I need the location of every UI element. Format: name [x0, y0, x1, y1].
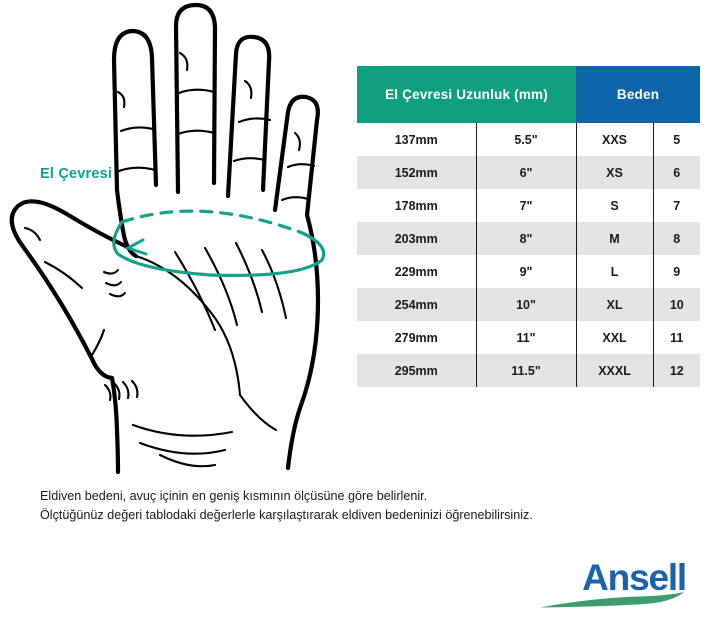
cell-inch: 5.5" [476, 123, 577, 156]
table-row: 229mm 9" L 9 [357, 255, 701, 288]
cell-mm: 279mm [357, 321, 477, 354]
wrist-crease-2 [138, 441, 227, 455]
web-hatch-1 [102, 268, 120, 275]
cell-mm: 229mm [357, 255, 477, 288]
wrist-crease-3 [158, 453, 217, 468]
measure-ellipse-front-solid [112, 220, 326, 277]
cell-letter-size: XS [576, 156, 654, 189]
cell-letter-size: S [576, 189, 654, 222]
measure-ellipse-back-dashed [120, 209, 302, 234]
ansell-wordmark: Ansell [582, 557, 687, 598]
table-row: 137mm 5.5" XXS 5 [357, 123, 701, 156]
cell-mm: 152mm [357, 156, 477, 189]
palm-crease-thenar [134, 254, 242, 397]
hand-circumference-label: El Çevresi [40, 166, 113, 182]
cell-mm: 137mm [357, 123, 477, 156]
cell-letter-size: XXL [576, 321, 654, 354]
crease-little-1 [286, 163, 316, 169]
cell-letter-size: XXXL [576, 354, 654, 387]
crease-thumb-1 [43, 260, 84, 290]
table-header: El Çevresi Uzunluk (mm) Beden [357, 66, 701, 123]
finger-ring-outline [225, 34, 272, 199]
cell-numeric-size: 5 [653, 123, 701, 156]
cell-mm: 203mm [357, 222, 477, 255]
cell-mm: 254mm [357, 288, 477, 321]
crease-middle-tip [178, 51, 189, 72]
table-row: 254mm 10" XL 10 [357, 288, 701, 321]
wrist-edge-left [109, 375, 121, 475]
palm-edge-right [285, 212, 321, 471]
ansell-swoosh-icon [540, 592, 684, 608]
ansell-logo: Ansell [536, 557, 687, 610]
hypothenar-hatch-3 [121, 380, 130, 400]
table-row: 279mm 11" XXL 11 [357, 321, 701, 354]
palm-edge-left [114, 187, 139, 259]
crease-thumb-2 [90, 328, 106, 357]
hand-drawing-svg [9, 2, 326, 475]
hypothenar-hatch-2 [112, 381, 121, 401]
palm-crease-d [260, 248, 288, 320]
cell-letter-size: XL [576, 288, 654, 321]
crease-index-tip [116, 90, 126, 109]
table-row: 203mm 8" M 8 [357, 222, 701, 255]
web-hatch-2 [104, 280, 123, 287]
table-row: 152mm 6" XS 6 [357, 156, 701, 189]
cell-numeric-size: 9 [653, 255, 701, 288]
cell-inch: 10" [476, 288, 577, 321]
cell-numeric-size: 8 [653, 222, 701, 255]
cell-numeric-size: 6 [653, 156, 701, 189]
web-hatch-3 [108, 291, 127, 298]
hand-illustration: El Çevresi [0, 0, 350, 480]
header-size: Beden [576, 66, 701, 123]
crease-little-2 [280, 196, 310, 202]
cell-inch: 8" [476, 222, 577, 255]
cell-inch: 11" [476, 321, 577, 354]
crease-ring-tip [243, 79, 253, 100]
crease-middle-2 [176, 129, 216, 136]
cell-inch: 6" [476, 156, 577, 189]
table-row: 178mm 7" S 7 [357, 189, 701, 222]
cell-inch: 7" [476, 189, 577, 222]
footer-line-1: Eldiven bedeni, avuç içinin en geniş kıs… [40, 489, 428, 503]
cell-inch: 9" [476, 255, 577, 288]
crease-middle-1 [177, 88, 216, 95]
thumb-outline [9, 199, 133, 381]
glove-size-table: El Çevresi Uzunluk (mm) Beden 137mm 5.5" X… [357, 66, 701, 387]
cell-numeric-size: 10 [653, 288, 701, 321]
header-row: El Çevresi Uzunluk (mm) Beden [357, 66, 701, 123]
crease-index-2 [117, 166, 157, 173]
finger-little-outline [272, 94, 320, 218]
crease-ring-1 [237, 117, 272, 124]
finger-index-outline [111, 28, 159, 193]
cell-mm: 178mm [357, 189, 477, 222]
cell-inch: 11.5" [476, 354, 577, 387]
cell-numeric-size: 12 [653, 354, 701, 387]
cell-letter-size: L [576, 255, 654, 288]
wrist-crease-1 [131, 423, 234, 437]
cell-letter-size: M [576, 222, 654, 255]
crease-ring-2 [232, 157, 267, 163]
measure-arrow-head [124, 238, 148, 256]
table-body: 137mm 5.5" XXS 5 152mm 6" XS 6 178mm 7" S 7 203mm 8" M… [357, 123, 701, 387]
cell-letter-size: XXS [576, 123, 654, 156]
crease-little-tip [293, 131, 301, 152]
palm-crease-c [234, 241, 264, 314]
sizes-table: El Çevresi Uzunluk (mm) Beden 137mm 5.5" X… [357, 66, 701, 387]
footer-line-2: Ölçtüğünüz değeri tablodaki değerlerle k… [40, 508, 533, 522]
hypothenar-hatch-4 [130, 379, 139, 399]
palm-crease-e [238, 393, 278, 432]
header-circumference: El Çevresi Uzunluk (mm) [357, 66, 577, 123]
finger-middle-outline [173, 2, 218, 195]
hypothenar-hatch-1 [103, 383, 112, 402]
cell-mm: 295mm [357, 354, 477, 387]
palm-crease-b [203, 246, 239, 327]
crease-thumb-tip [23, 226, 42, 242]
cell-numeric-size: 11 [653, 321, 701, 354]
palm-crease-a [173, 250, 217, 332]
crease-index-1 [119, 126, 155, 133]
cell-numeric-size: 7 [653, 189, 701, 222]
table-row: 295mm 11.5" XXXL 12 [357, 354, 701, 387]
footer-instructions: Eldiven bedeni, avuç içinin en geniş kıs… [40, 487, 680, 525]
